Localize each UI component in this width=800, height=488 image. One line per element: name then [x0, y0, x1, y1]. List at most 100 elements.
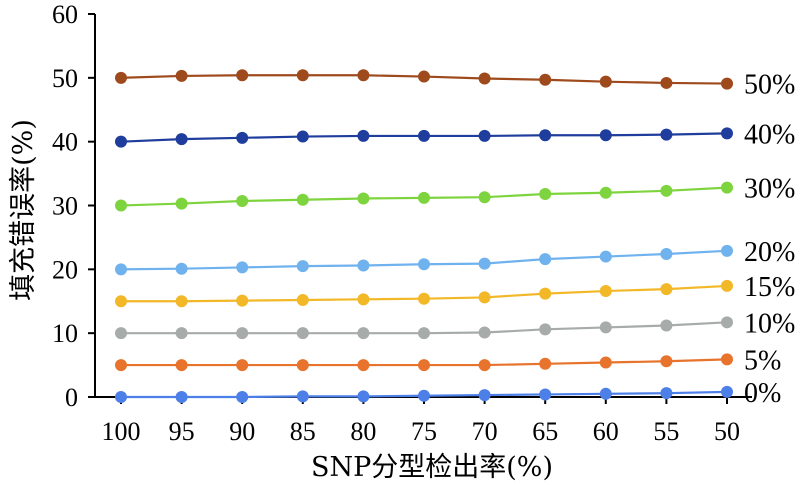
- data-point: [478, 129, 491, 142]
- x-tick-label: 80: [350, 417, 376, 446]
- x-tick-labels: 100 95 90 85 80 75 70 65 60 55 50: [102, 417, 741, 446]
- x-tick-label: 85: [290, 417, 316, 446]
- series-10pct: [115, 316, 733, 340]
- x-tick-label: 90: [229, 417, 255, 446]
- y-tick-label: 20: [52, 255, 78, 284]
- series-20pct: [115, 244, 733, 276]
- data-point: [721, 127, 733, 140]
- data-point: [296, 130, 309, 143]
- data-point: [115, 263, 127, 276]
- data-point: [357, 293, 370, 306]
- data-point: [175, 359, 188, 372]
- data-point: [357, 69, 370, 82]
- data-point: [660, 248, 673, 261]
- data-point: [539, 188, 552, 201]
- data-point: [175, 133, 188, 146]
- data-point: [236, 391, 249, 403]
- data-point: [660, 128, 673, 141]
- data-point: [236, 261, 249, 274]
- x-tick-label: 70: [472, 417, 498, 446]
- data-point: [115, 71, 127, 84]
- data-point: [660, 319, 673, 332]
- y-tick-label: 60: [52, 0, 78, 29]
- series-15pct: [115, 279, 733, 308]
- series-0pct: [115, 385, 733, 403]
- data-point: [175, 295, 188, 308]
- data-point: [296, 359, 309, 372]
- data-point: [599, 321, 612, 334]
- data-point: [115, 391, 127, 403]
- series-label: 15%: [744, 272, 795, 303]
- data-point: [599, 186, 612, 199]
- data-point: [478, 326, 491, 339]
- data-point: [660, 76, 673, 89]
- x-tick-label: 75: [411, 417, 437, 446]
- data-point: [175, 197, 188, 210]
- data-point: [478, 359, 491, 372]
- data-point: [721, 181, 733, 194]
- data-point: [175, 69, 188, 82]
- data-point: [478, 191, 491, 204]
- data-point: [478, 72, 491, 85]
- data-point: [296, 260, 309, 273]
- data-point: [236, 294, 249, 307]
- data-point: [296, 390, 309, 403]
- data-point: [418, 191, 430, 204]
- data-point: [115, 359, 127, 372]
- data-point: [721, 385, 733, 398]
- data-point: [357, 359, 370, 372]
- data-point: [115, 135, 127, 148]
- data-point: [357, 129, 370, 142]
- series-labels: 50% 40% 30% 20% 15% 10% 5%0%: [744, 70, 795, 409]
- data-point: [418, 129, 430, 142]
- y-tick-label: 50: [52, 64, 78, 93]
- data-point: [357, 192, 370, 205]
- y-tick-label: 0: [65, 383, 78, 412]
- data-point: [418, 258, 430, 271]
- data-point: [478, 257, 491, 270]
- data-point: [236, 69, 249, 82]
- data-point: [296, 193, 309, 206]
- data-point: [236, 131, 249, 144]
- data-point: [115, 295, 127, 308]
- x-tick-label: 95: [169, 417, 195, 446]
- data-point: [599, 285, 612, 298]
- series-label: 30%: [744, 174, 795, 205]
- series-label: 10%: [744, 308, 795, 339]
- x-tick-label: 55: [653, 417, 679, 446]
- series-label: 5%: [744, 345, 781, 376]
- series-lines: [115, 69, 733, 403]
- data-point: [721, 316, 733, 329]
- series-30pct: [115, 181, 733, 212]
- x-tick-label: 100: [102, 417, 141, 446]
- data-point: [357, 390, 370, 403]
- data-point: [418, 327, 430, 340]
- data-point: [660, 387, 673, 400]
- x-axis-title: SNP分型检出率(%): [311, 452, 553, 483]
- data-point: [236, 327, 249, 340]
- data-point: [115, 199, 127, 212]
- data-point: [357, 259, 370, 272]
- series-label: 0%: [744, 378, 781, 409]
- data-point: [599, 250, 612, 263]
- data-point: [599, 129, 612, 142]
- data-point: [721, 279, 733, 292]
- data-point: [418, 70, 430, 83]
- series-label: 20%: [744, 237, 795, 268]
- data-point: [236, 195, 249, 208]
- x-tick-label: 65: [532, 417, 558, 446]
- data-point: [599, 387, 612, 400]
- data-point: [175, 391, 188, 403]
- data-point: [539, 388, 552, 401]
- data-point: [539, 357, 552, 370]
- y-tick-label: 30: [52, 192, 78, 221]
- series-50pct: [115, 69, 733, 90]
- series-40pct: [115, 127, 733, 148]
- data-point: [175, 327, 188, 340]
- series-5pct: [115, 353, 733, 372]
- data-point: [539, 287, 552, 300]
- data-point: [115, 327, 127, 340]
- data-point: [599, 75, 612, 88]
